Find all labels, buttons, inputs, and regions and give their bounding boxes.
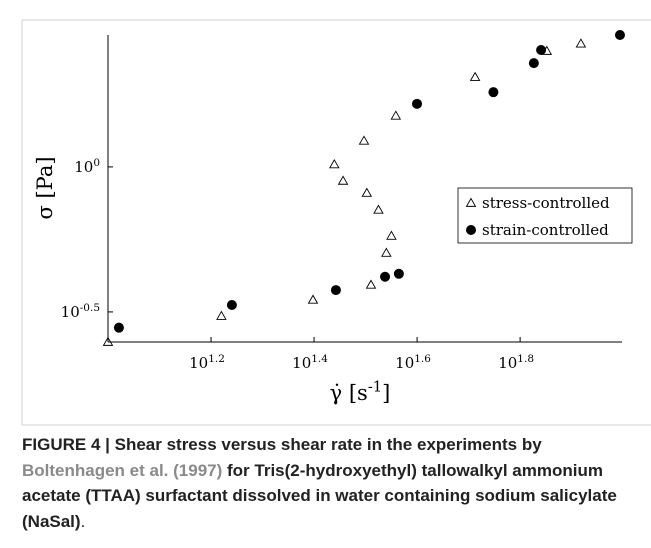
caption: FIGURE 4 | Shear stress versus shear rat… xyxy=(22,432,647,534)
point xyxy=(102,336,114,346)
x-tick-label: 101.6 xyxy=(395,353,431,372)
point xyxy=(373,204,384,214)
legend-label: stress-controlled xyxy=(482,194,610,212)
y-axis-label: σ [Pa] xyxy=(33,156,57,219)
point xyxy=(528,58,539,69)
point xyxy=(380,271,391,282)
caption-end: . xyxy=(80,511,86,531)
point xyxy=(614,30,625,40)
point xyxy=(393,268,404,279)
x-tick-label: 101.4 xyxy=(292,353,328,372)
point xyxy=(390,110,402,120)
point xyxy=(386,230,397,240)
point xyxy=(113,322,124,333)
caption-rest: for Tris(2-hydroxyethyl) tallowalkyl amm… xyxy=(22,460,617,531)
point xyxy=(216,310,227,320)
x-tick-label: 101.2 xyxy=(189,353,225,372)
point xyxy=(337,175,349,185)
point xyxy=(365,279,377,289)
x-axis-label: γ̇ [s-1] xyxy=(330,379,391,405)
point xyxy=(361,187,373,197)
legend-label: strain-controlled xyxy=(482,221,609,239)
point xyxy=(488,87,499,98)
point xyxy=(226,300,237,311)
point xyxy=(575,38,587,48)
caption-lead: FIGURE 4 | Shear stress versus shear rat… xyxy=(22,435,542,454)
legend-marker xyxy=(465,197,477,207)
point xyxy=(536,44,547,55)
point xyxy=(381,247,392,257)
point xyxy=(412,98,423,109)
y-tick-label: 10-0.5 xyxy=(61,302,100,321)
point xyxy=(329,159,340,169)
legend-marker xyxy=(466,225,476,235)
chart: 101.2 101.4 101.6 101.8 10-0.5 100 γ̇ [s-1] σ [… xyxy=(21,19,651,426)
point xyxy=(358,135,370,145)
point xyxy=(330,285,341,296)
x-tick-label: 101.8 xyxy=(498,353,534,372)
legend-box xyxy=(457,187,633,244)
point xyxy=(307,294,319,304)
y-tick-label: 100 xyxy=(74,157,100,176)
caption-reference[interactable]: Boltenhagen et al. (1997) xyxy=(22,460,223,480)
point xyxy=(469,71,481,81)
